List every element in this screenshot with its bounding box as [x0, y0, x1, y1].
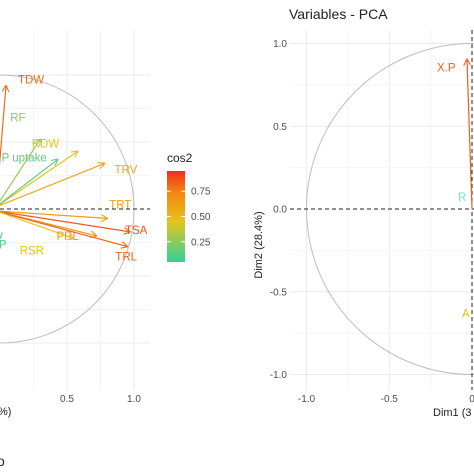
right-label-r: R	[458, 192, 466, 204]
legend-title: cos2	[167, 151, 193, 165]
left-arrow-tdw	[0, 86, 6, 166]
right-y-tick-label: -1.0	[270, 370, 288, 381]
right-y-tick-label: 1.0	[273, 39, 287, 50]
left-label-rf: RF	[10, 112, 25, 124]
right-panel-title: Variables - PCA	[289, 6, 388, 22]
left-arrow-rf	[0, 139, 40, 202]
left-arrow-trv	[0, 163, 105, 207]
left-arrow-tsa	[0, 211, 130, 232]
left-label-tsa: TSA	[125, 225, 148, 237]
right-y-tick-labels: -1.0 -0.5 0.0 0.5 1.0	[270, 39, 288, 381]
left-arrow-trl	[0, 211, 127, 247]
left-label-rsr: RSR	[20, 245, 44, 257]
left-label-x-p: X.P	[0, 239, 7, 251]
right-arrow-x-p	[467, 59, 473, 210]
right-pca-panel: Variables - PCA X.P R A -1.0 -0.5 0 -1.0 -0.5…	[253, 6, 474, 419]
legend-color-bar	[167, 171, 185, 262]
right-variable-arrows: X.P R A	[437, 59, 473, 320]
right-x-axis-title: Dim1 (3	[433, 407, 472, 419]
left-x-tick-label: 0.5	[60, 394, 74, 405]
footer-caption-fragment: o	[0, 453, 5, 469]
legend-tick-label: 0.50	[191, 212, 211, 223]
right-grid	[290, 30, 474, 390]
legend-tick-label: 0.75	[191, 187, 211, 198]
legend-tick-label: 0.25	[191, 237, 211, 248]
left-label-trv: TRV	[115, 164, 138, 176]
left-arrow-p-uptake	[0, 159, 58, 205]
left-grid	[0, 30, 150, 390]
left-x-tick-labels: 0.5 1.0	[60, 394, 141, 405]
right-x-tick-label: -1.0	[298, 394, 316, 405]
left-arrow-rsr	[0, 211, 74, 238]
left-label-rdw: RDW	[32, 138, 60, 150]
right-label-x-p: X.P	[437, 62, 456, 74]
left-arrow-rdw	[0, 151, 78, 206]
right-x-tick-label: -0.5	[381, 394, 399, 405]
left-label-p-uptake: P uptake	[2, 152, 47, 164]
right-label-a: A	[462, 308, 470, 320]
left-label-tdw: TDW	[18, 75, 44, 87]
right-x-tick-label: 0	[469, 394, 474, 405]
left-label-trt: TRT	[109, 199, 131, 211]
left-x-tick-label: 1.0	[127, 394, 141, 405]
left-x-axis-title-fragment: %)	[0, 406, 11, 418]
left-arrow-trt	[0, 210, 107, 218]
legend-ticks: 0.25 0.50 0.75	[167, 187, 211, 248]
left-label-trl: TRL	[115, 252, 137, 264]
right-y-tick-label: 0.5	[273, 122, 287, 133]
right-x-tick-labels: -1.0 -0.5 0	[298, 394, 474, 405]
right-y-tick-label: 0.0	[273, 205, 287, 216]
cos2-legend: cos2 0.25 0.50 0.75	[167, 151, 211, 262]
right-y-tick-label: -0.5	[270, 287, 288, 298]
right-y-axis-title: Dim2 (28.4%)	[253, 211, 265, 278]
